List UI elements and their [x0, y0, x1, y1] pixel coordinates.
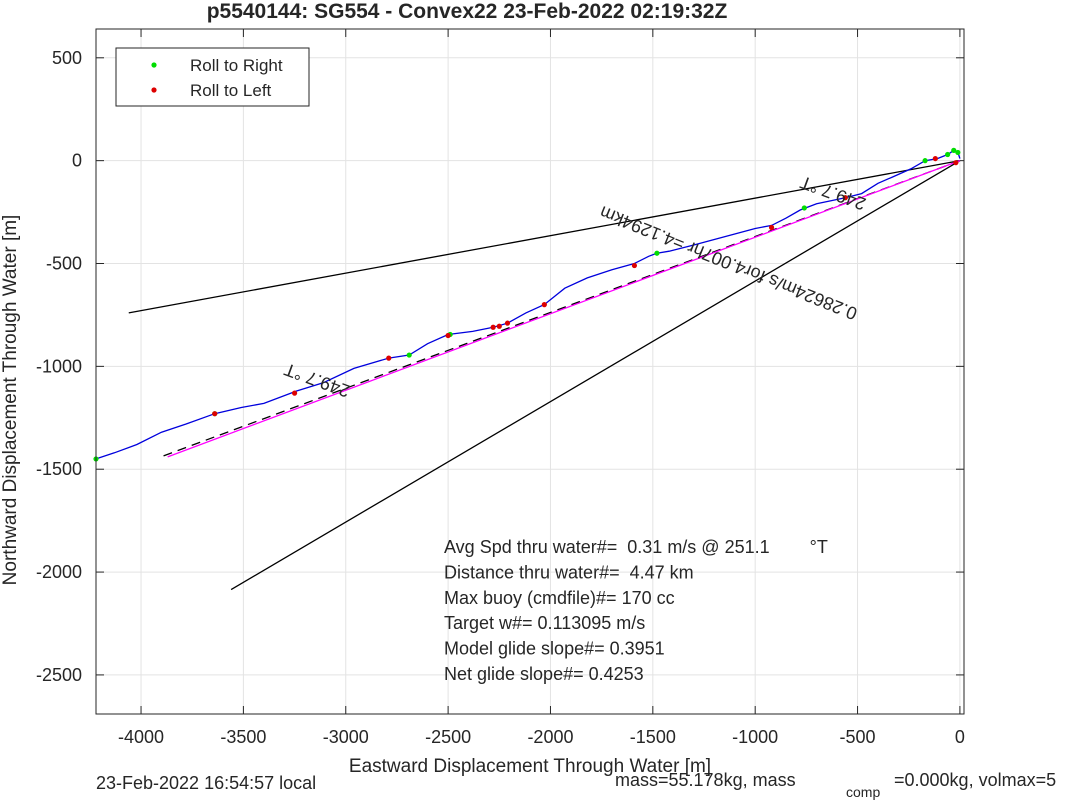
- footer-mass-text: mass=55.178kg, mass: [615, 770, 796, 790]
- y-tick-label: -1000: [36, 356, 82, 376]
- y-tick-label: 0: [72, 151, 82, 171]
- y-tick-label: 500: [52, 48, 82, 68]
- glider-track: [95, 149, 961, 460]
- plot-area: [96, 29, 964, 714]
- grid: [96, 29, 964, 714]
- roll-right-point: [801, 205, 807, 211]
- stats-line: Net glide slope#= 0.4253: [444, 664, 644, 684]
- legend: Roll to Right Roll to Left: [115, 47, 310, 107]
- roll-right-point: [945, 151, 951, 158]
- roll-right-point: [955, 149, 961, 156]
- roll-left-point: [291, 390, 298, 396]
- track-layer: [95, 149, 961, 460]
- legend-label: Roll to Right: [190, 56, 283, 75]
- guide-lines: [128, 160, 961, 591]
- roll-right-point: [406, 352, 412, 358]
- roll-left-point: [504, 320, 511, 326]
- stats-block: Avg Spd thru water#= 0.31 m/s @ 251.1 °T…: [444, 537, 828, 684]
- roll-left-point: [541, 302, 547, 308]
- x-tick-label: -4000: [118, 727, 164, 747]
- stats-line: Distance thru water#= 4.47 km: [444, 562, 694, 582]
- roll-right-point: [951, 147, 957, 153]
- y-axis-label: Northward Displacement Through Water [m]: [0, 215, 21, 586]
- guide-line: [167, 160, 961, 458]
- roll-left-point: [496, 323, 502, 329]
- stats-line: Target w#= 0.113095 m/s: [444, 613, 645, 633]
- roll-left-point: [842, 195, 848, 201]
- roll-left-point: [768, 224, 775, 231]
- roll-right-point: [922, 158, 928, 164]
- legend-marker: [151, 87, 157, 93]
- chart-title: p5540144: SG554 - Convex22 23-Feb-2022 0…: [207, 0, 728, 23]
- roll-points: [93, 147, 961, 462]
- roll-right-point: [654, 250, 660, 256]
- x-tick-label: 0: [955, 727, 965, 747]
- x-tick-label: -1000: [732, 727, 778, 747]
- roll-left-point: [445, 332, 451, 339]
- y-tick-label: -2500: [36, 665, 82, 685]
- footer-mass-rest: =0.000kg, volmax=5: [894, 770, 1056, 790]
- x-axis-label: Eastward Displacement Through Water [m]: [349, 756, 711, 777]
- y-tick-label: -500: [46, 254, 82, 274]
- y-tick-label: -1500: [36, 459, 82, 479]
- roll-left-point: [386, 355, 392, 361]
- x-tick-label: -3000: [323, 727, 369, 747]
- roll-left-point: [490, 324, 496, 330]
- x-tick-label: -2000: [527, 727, 573, 747]
- axis-ticks: -4000 -3500 -3000 -2500 -2000 -1500 -1000 -500 0…: [36, 29, 965, 747]
- roll-left-point: [953, 160, 959, 166]
- x-tick-label: -3500: [220, 727, 266, 747]
- footer-local-time: 23-Feb-2022 16:54:57 local: [96, 773, 316, 793]
- roll-left-point: [932, 155, 938, 162]
- stats-line: Max buoy (cmdfile)#= 170 cc: [444, 588, 675, 608]
- stats-line: Avg Spd thru water#= 0.31 m/s @ 251.1 °T: [444, 537, 828, 557]
- roll-left-point: [212, 411, 218, 417]
- x-tick-label: -2500: [425, 727, 471, 747]
- legend-label: Roll to Left: [190, 81, 272, 100]
- x-tick-label: -500: [840, 727, 876, 747]
- plot-frame: [95, 28, 965, 715]
- guide-line: [230, 160, 961, 591]
- x-tick-label: -1500: [630, 727, 676, 747]
- stats-line: Model glide slope#= 0.3951: [444, 639, 665, 659]
- guide-line: [128, 160, 961, 314]
- legend-marker: [151, 62, 157, 68]
- y-tick-label: -2000: [36, 562, 82, 582]
- roll-left-point: [631, 262, 638, 269]
- legend-box: [115, 47, 310, 107]
- footer-mass-subscript: comp: [846, 784, 880, 800]
